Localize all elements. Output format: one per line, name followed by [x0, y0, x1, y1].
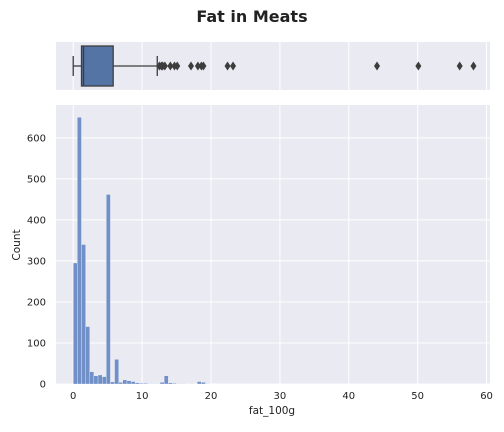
histogram-bar — [130, 381, 136, 385]
histogram-bar — [110, 381, 115, 385]
outlier-marker — [194, 61, 201, 71]
histogram-bar — [102, 376, 107, 385]
y-tick-label: 0 — [40, 380, 46, 391]
y-tick-label: 200 — [27, 297, 46, 308]
histogram-bar — [201, 382, 206, 385]
histogram-bar — [106, 194, 111, 385]
x-tick-label: 30 — [274, 391, 287, 402]
histogram-bar — [122, 379, 128, 385]
histogram-bar — [159, 382, 165, 385]
histogram-bar — [73, 262, 78, 385]
outlier-marker — [374, 61, 381, 71]
histogram-bar — [143, 383, 148, 385]
histogram-background — [56, 105, 490, 384]
y-tick-label: 300 — [27, 256, 46, 267]
histogram-bar — [93, 375, 99, 385]
x-axis-label: fat_100g — [249, 405, 295, 417]
histogram-bar — [114, 359, 119, 385]
histogram-bar — [164, 375, 169, 385]
x-tick-label: 40 — [342, 391, 355, 402]
histogram-bar — [118, 382, 123, 385]
chart-title: Fat in Meats — [196, 7, 307, 26]
outlier-marker — [188, 61, 195, 71]
x-tick-label: 10 — [136, 391, 149, 402]
x-tick-label: 50 — [411, 391, 424, 402]
histogram-bar — [85, 326, 90, 385]
outlier-marker — [224, 61, 231, 71]
x-tick-label: 60 — [480, 391, 493, 402]
y-tick-label: 600 — [27, 133, 46, 144]
histogram-bar — [168, 382, 173, 385]
histogram-bar — [197, 381, 202, 385]
histogram-bar — [77, 117, 82, 385]
histogram-bar — [135, 382, 140, 385]
x-tick-label: 20 — [205, 391, 218, 402]
histogram-bar — [97, 374, 103, 385]
y-tick-label: 100 — [27, 338, 46, 349]
histogram-bar — [126, 380, 132, 385]
histogram-bar — [89, 371, 95, 385]
x-tick-label: 0 — [70, 391, 76, 402]
box-iqr — [80, 45, 114, 87]
outlier-marker — [470, 61, 477, 71]
outlier-marker — [167, 61, 174, 71]
outlier-marker — [230, 61, 237, 71]
y-axis-label: Count — [11, 229, 23, 260]
histogram-bar — [81, 244, 86, 385]
y-tick-label: 500 — [27, 174, 46, 185]
boxplot-panel — [56, 42, 490, 90]
outlier-marker — [174, 61, 181, 71]
y-tick-label: 400 — [27, 215, 46, 226]
outlier-marker — [456, 61, 463, 71]
outlier-marker — [415, 61, 422, 71]
histogram-bar — [139, 383, 144, 385]
outlier-marker — [200, 61, 207, 71]
histogram-bar — [172, 383, 177, 385]
outlier-marker — [161, 61, 168, 71]
